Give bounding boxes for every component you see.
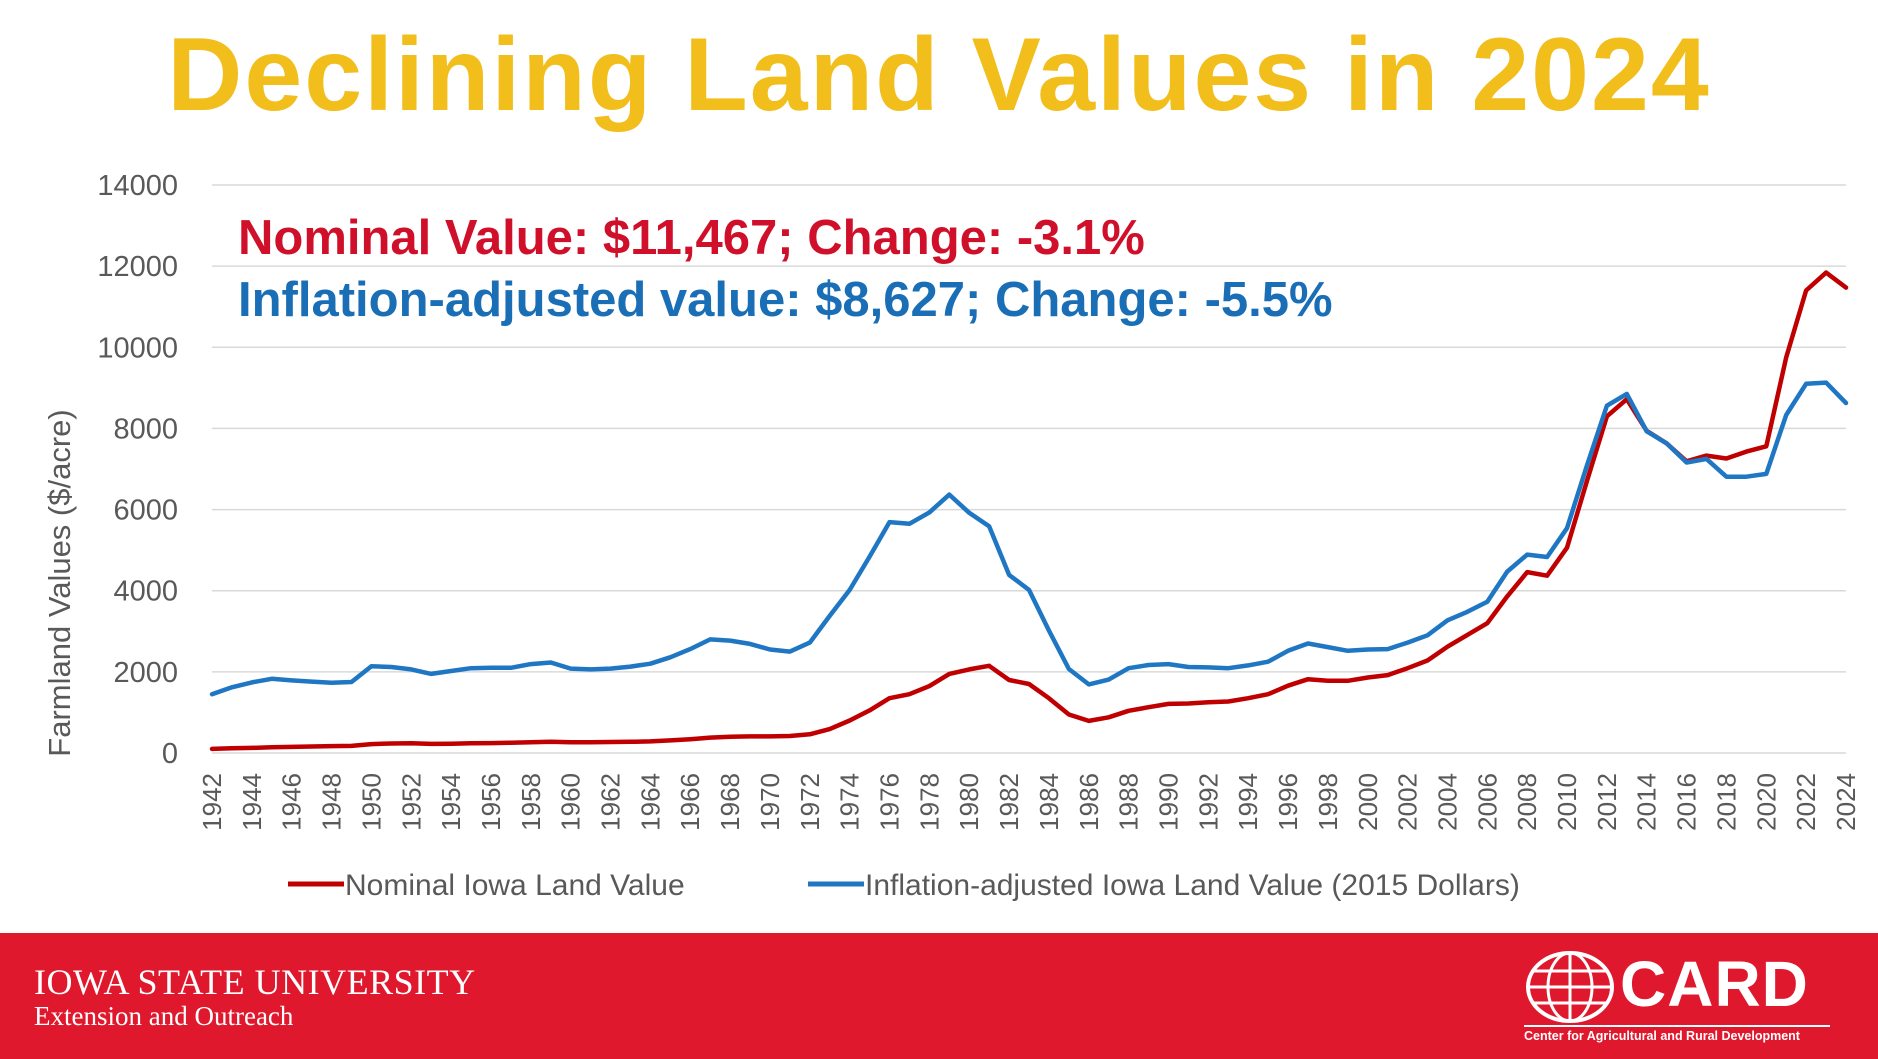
y-tick-label: 2000 <box>113 657 178 689</box>
x-tick-label: 1970 <box>755 773 785 831</box>
x-tick-label: 1958 <box>516 773 546 831</box>
x-tick-label: 1994 <box>1233 773 1263 831</box>
x-tick-label: 2004 <box>1432 773 1462 831</box>
x-tick-label: 2010 <box>1552 773 1582 831</box>
legend: Nominal Iowa Land Value Inflation-adjust… <box>288 869 1520 902</box>
y-tick-label: 12000 <box>97 251 178 283</box>
x-tick-label: 2006 <box>1472 773 1502 831</box>
x-tick-label: 2018 <box>1711 773 1741 831</box>
x-tick-label: 1990 <box>1153 773 1183 831</box>
footer-bar: IOWA STATE UNIVERSITY Extension and Outr… <box>0 933 1878 1059</box>
x-tick-label: 1950 <box>356 773 386 831</box>
x-tick-label: 1954 <box>436 773 466 831</box>
series-lines <box>209 270 1849 752</box>
y-axis-ticks: 0 2000 4000 6000 8000 10000 12000 14000 <box>97 170 178 770</box>
grid-lines <box>212 184 1846 754</box>
y-tick-label: 6000 <box>113 495 178 527</box>
x-axis-ticks: 1942 1944 1946 1948 1950 1952 1954 1956 1958 1960… <box>197 773 1861 831</box>
x-tick-label: 1956 <box>476 773 506 831</box>
x-tick-label: 1980 <box>954 773 984 831</box>
x-tick-label: 1972 <box>795 773 825 831</box>
x-tick-label: 1964 <box>635 773 665 831</box>
y-tick-label: 4000 <box>113 576 178 608</box>
isu-subtitle: Extension and Outreach <box>34 1001 294 1031</box>
card-wordmark: CARD <box>1620 948 1809 1020</box>
y-tick-label: 0 <box>162 738 178 770</box>
x-tick-label: 1996 <box>1273 773 1303 831</box>
x-tick-label: 2008 <box>1512 773 1542 831</box>
x-tick-label: 1952 <box>396 773 426 831</box>
x-tick-label: 1988 <box>1114 773 1144 831</box>
y-axis-label: Farmland Values ($/acre) <box>42 409 77 756</box>
x-tick-label: 2002 <box>1393 773 1423 831</box>
x-tick-label: 1978 <box>914 773 944 831</box>
y-tick-label: 14000 <box>97 170 178 202</box>
legend-label-nominal: Nominal Iowa Land Value <box>345 869 685 902</box>
card-subtitle: Center for Agricultural and Rural Develo… <box>1524 1025 1830 1043</box>
legend-label-inflation: Inflation-adjusted Iowa Land Value (2015… <box>865 869 1520 902</box>
x-tick-label: 2014 <box>1632 773 1662 831</box>
x-tick-label: 2012 <box>1592 773 1622 831</box>
x-tick-label: 1998 <box>1313 773 1343 831</box>
isu-wordmark: IOWA STATE UNIVERSITY <box>34 962 476 1002</box>
x-tick-label: 1992 <box>1193 773 1223 831</box>
series-line-nominal <box>209 270 1849 752</box>
x-tick-label: 1976 <box>875 773 905 831</box>
x-tick-label: 1944 <box>237 773 267 831</box>
x-tick-label: 1984 <box>1034 773 1064 831</box>
series-line-inflation-adjusted <box>209 380 1849 697</box>
y-tick-label: 10000 <box>97 332 178 364</box>
x-tick-label: 1946 <box>277 773 307 831</box>
x-tick-label: 1968 <box>715 773 745 831</box>
x-tick-label: 1948 <box>317 773 347 831</box>
x-tick-label: 2024 <box>1831 773 1861 831</box>
card-logo: CARD Center for Agricultural and Rural D… <box>1524 948 1830 1049</box>
x-tick-label: 1962 <box>596 773 626 831</box>
y-tick-label: 8000 <box>113 413 178 445</box>
x-tick-label: 1966 <box>675 773 705 831</box>
globe-icon <box>1526 951 1614 1023</box>
x-tick-label: 1942 <box>197 773 227 831</box>
x-tick-label: 1960 <box>556 773 586 831</box>
nominal-annotation: Nominal Value: $11,467; Change: -3.1% <box>238 211 1145 265</box>
x-tick-label: 2022 <box>1791 773 1821 831</box>
x-tick-label: 1982 <box>994 773 1024 831</box>
chart-title: Declining Land Values in 2024 <box>167 17 1711 133</box>
x-tick-label: 1974 <box>835 773 865 831</box>
x-tick-label: 2016 <box>1672 773 1702 831</box>
inflation-annotation: Inflation-adjusted value: $8,627; Change… <box>238 273 1333 327</box>
x-tick-label: 1986 <box>1074 773 1104 831</box>
x-tick-label: 2000 <box>1353 773 1383 831</box>
x-tick-label: 2020 <box>1751 773 1781 831</box>
